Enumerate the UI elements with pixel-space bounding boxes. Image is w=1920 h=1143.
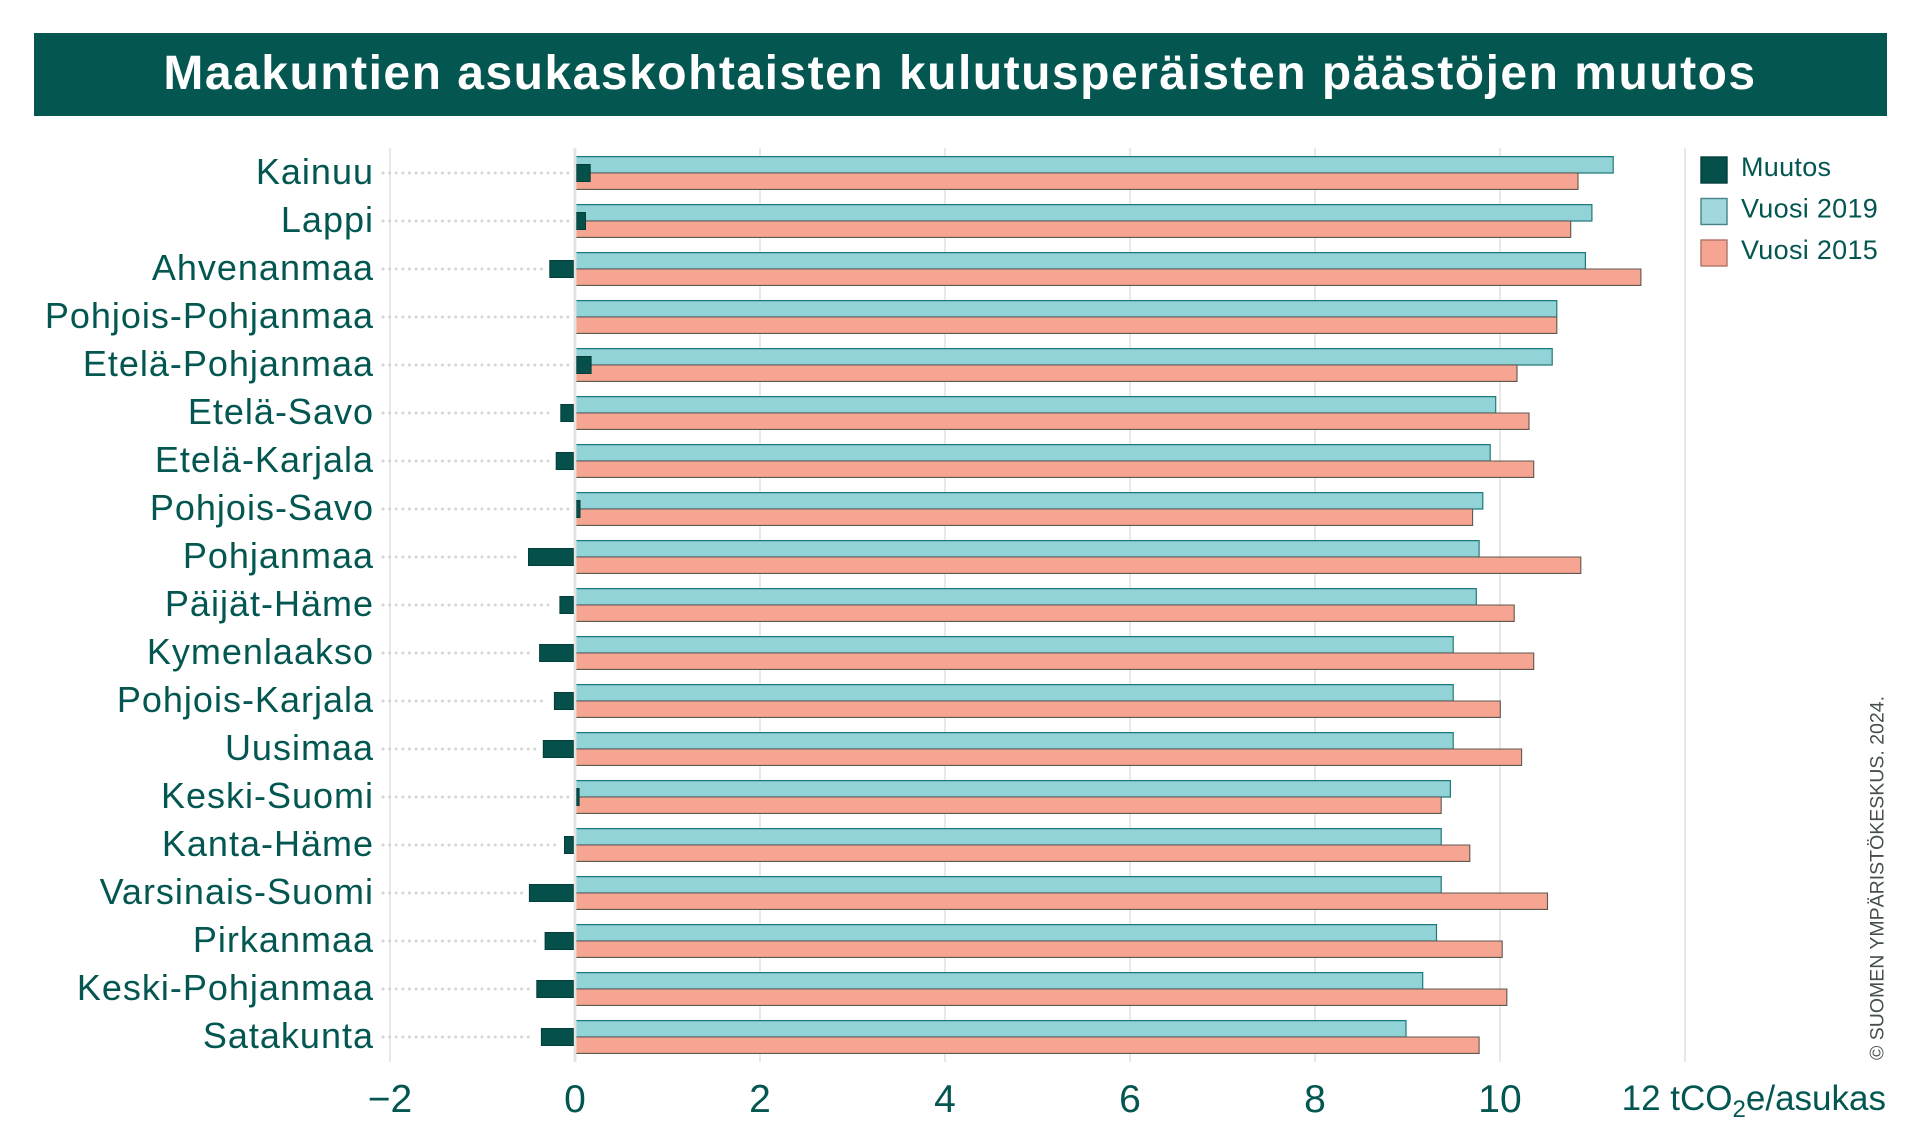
svg-text:Ahvenanmaa: Ahvenanmaa <box>152 247 374 288</box>
svg-text:Etelä-Karjala: Etelä-Karjala <box>155 439 374 480</box>
svg-text:10: 10 <box>1478 1078 1521 1121</box>
svg-text:Kymenlaakso: Kymenlaakso <box>147 631 374 672</box>
svg-text:−2: −2 <box>368 1078 412 1121</box>
svg-text:Varsinais-Suomi: Varsinais-Suomi <box>100 871 374 912</box>
svg-text:8: 8 <box>1304 1078 1326 1121</box>
svg-text:Keski-Pohjanmaa: Keski-Pohjanmaa <box>77 967 374 1008</box>
svg-text:Päijät-Häme: Päijät-Häme <box>165 583 374 624</box>
svg-text:Maakuntien asukaskohtaisten ku: Maakuntien asukaskohtaisten kulutusperäi… <box>163 47 1756 100</box>
svg-text:Kanta-Häme: Kanta-Häme <box>162 823 374 864</box>
svg-text:Etelä-Savo: Etelä-Savo <box>188 391 374 432</box>
svg-text:Etelä-Pohjanmaa: Etelä-Pohjanmaa <box>83 343 374 384</box>
svg-text:Pirkanmaa: Pirkanmaa <box>193 919 374 960</box>
svg-text:Lappi: Lappi <box>281 199 374 240</box>
svg-text:Vuosi 2015: Vuosi 2015 <box>1741 235 1878 265</box>
svg-text:Pohjois-Karjala: Pohjois-Karjala <box>117 679 374 720</box>
svg-text:Muutos: Muutos <box>1741 152 1831 182</box>
svg-text:Kainuu: Kainuu <box>256 151 374 192</box>
svg-text:4: 4 <box>934 1078 956 1121</box>
svg-text:Pohjois-Savo: Pohjois-Savo <box>150 487 374 528</box>
svg-text:Uusimaa: Uusimaa <box>225 727 374 768</box>
svg-text:Pohjois-Pohjanmaa: Pohjois-Pohjanmaa <box>45 295 374 336</box>
svg-text:12 tCO2e/asukas: 12 tCO2e/asukas <box>1622 1079 1886 1123</box>
svg-text:Pohjanmaa: Pohjanmaa <box>183 535 374 576</box>
svg-text:Satakunta: Satakunta <box>203 1015 374 1056</box>
svg-text:6: 6 <box>1119 1078 1141 1121</box>
svg-text:0: 0 <box>564 1078 586 1121</box>
svg-text:2: 2 <box>749 1078 771 1121</box>
svg-text:Keski-Suomi: Keski-Suomi <box>161 775 374 816</box>
svg-text:© SUOMEN YMPÄRISTÖKESKUS. 2024: © SUOMEN YMPÄRISTÖKESKUS. 2024. <box>1867 696 1889 1060</box>
svg-text:Vuosi 2019: Vuosi 2019 <box>1741 194 1878 224</box>
